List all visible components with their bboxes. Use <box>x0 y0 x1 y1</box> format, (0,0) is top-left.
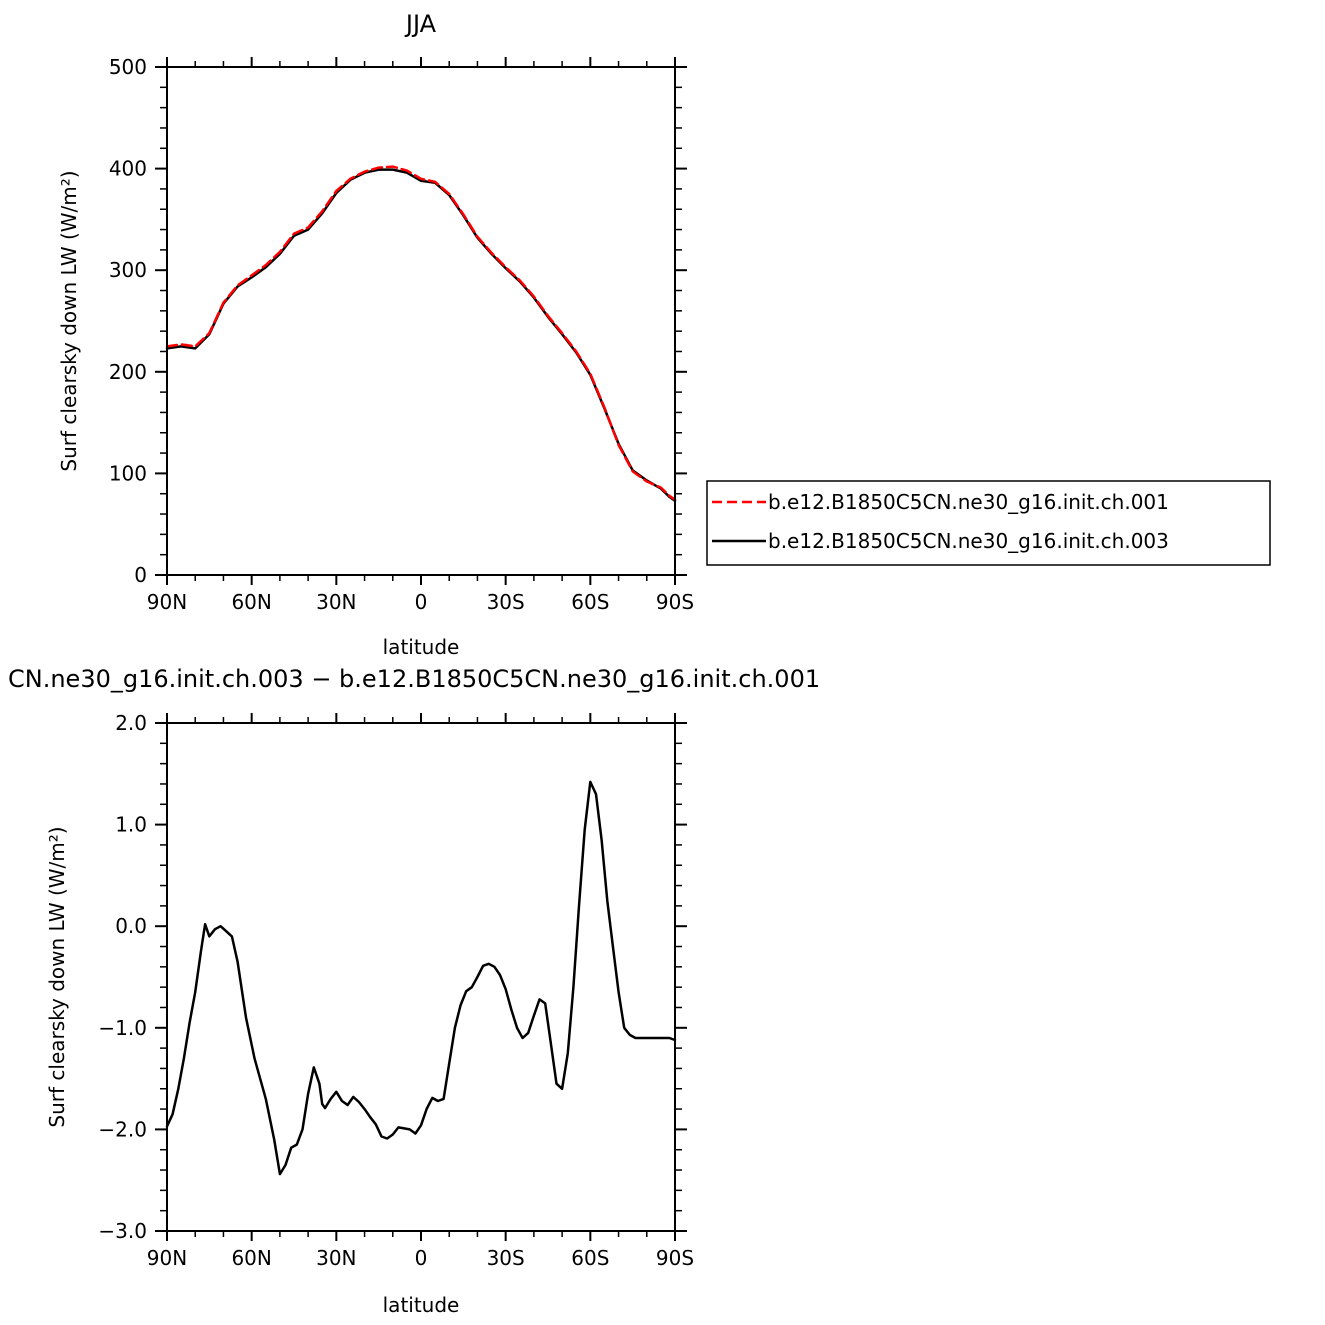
x-tick-label: 30S <box>487 590 525 614</box>
top-panel: JJA 90N 60N 30N 0 30S 60S 90S0100200300400500 … <box>57 10 694 659</box>
legend-label-001: b.e12.B1850C5CN.ne30_g16.init.ch.001 <box>768 490 1169 514</box>
x-tick-label: 60S <box>571 1246 609 1270</box>
y-tick-label: 400 <box>109 157 147 181</box>
bottom-panel-ticks: 90N 60N 30N 0 30S 60S 90S −3.0 −2.0 −1.0 0.0 1.0 2.0 <box>98 711 694 1270</box>
bottom-panel: CN.ne30_g16.init.ch.003 − b.e12.B1850C5C… <box>8 665 820 1317</box>
y-tick-label: 500 <box>109 55 147 79</box>
x-tick-label: 90N <box>147 590 187 614</box>
x-tick-label: 30N <box>316 1246 356 1270</box>
x-tick-label: 30N <box>316 590 356 614</box>
bottom-panel-frame <box>166 722 676 1232</box>
bottom-panel-title: CN.ne30_g16.init.ch.003 − b.e12.B1850C5C… <box>8 665 820 693</box>
x-tick-label: 90S <box>656 1246 694 1270</box>
legend-label-003: b.e12.B1850C5CN.ne30_g16.init.ch.003 <box>768 529 1169 553</box>
x-tick-label: 60N <box>231 1246 271 1270</box>
series-line-0 <box>165 165 677 502</box>
y-tick-label: −2.0 <box>98 1117 147 1141</box>
top-panel-marks <box>165 165 677 503</box>
y-tick-label: 0 <box>134 563 147 587</box>
y-tick-label: 100 <box>109 461 147 485</box>
y-tick-label: −1.0 <box>98 1016 147 1040</box>
bottom-panel-marks <box>165 780 677 1176</box>
top-panel-ylabel: Surf clearsky down LW (W/m²) <box>57 170 81 471</box>
legend-box <box>706 480 1271 566</box>
top-panel-title: JJA <box>404 10 437 38</box>
top-panel-xlabel: latitude <box>383 635 460 659</box>
bottom-panel-ylabel: Surf clearsky down LW (W/m²) <box>45 826 69 1127</box>
series-line-0 <box>165 780 677 1176</box>
y-tick-label: 300 <box>109 258 147 282</box>
x-tick-label: 60N <box>231 590 271 614</box>
x-tick-label: 90N <box>147 1246 187 1270</box>
x-tick-label: 0 <box>415 1246 428 1270</box>
top-panel-frame <box>166 66 676 576</box>
y-tick-label: 0.0 <box>115 914 147 938</box>
x-tick-label: 60S <box>571 590 609 614</box>
series-line-1 <box>165 168 677 503</box>
x-tick-label: 0 <box>415 590 428 614</box>
x-tick-label: 90S <box>656 590 694 614</box>
y-tick-label: −3.0 <box>98 1219 147 1243</box>
x-tick-label: 30S <box>487 1246 525 1270</box>
bottom-panel-xlabel: latitude <box>383 1293 460 1317</box>
y-tick-label: 200 <box>109 360 147 384</box>
legend: b.e12.B1850C5CN.ne30_g16.init.ch.001 b.e… <box>706 480 1271 566</box>
top-panel-ticks: 90N 60N 30N 0 30S 60S 90S 0 100 200 300 400 500 <box>109 55 694 614</box>
y-tick-label: 2.0 <box>115 711 147 735</box>
y-tick-label: 1.0 <box>115 813 147 837</box>
